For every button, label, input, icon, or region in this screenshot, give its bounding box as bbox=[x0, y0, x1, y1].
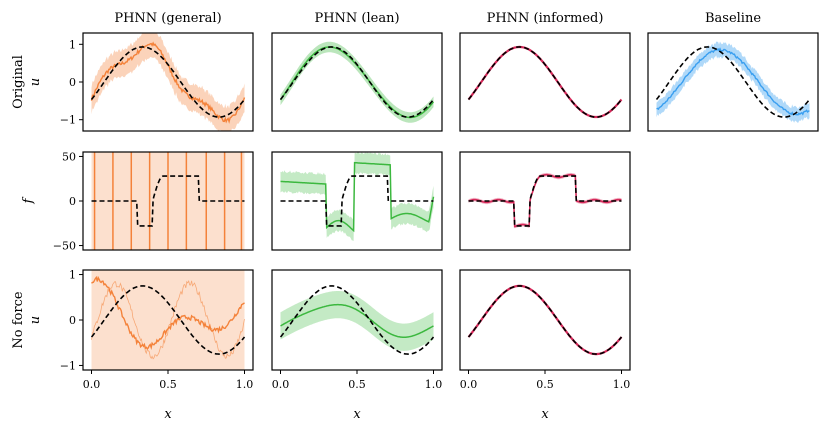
panel-force-lean bbox=[271, 151, 443, 251]
column-title-lean: PHNN (lean) bbox=[314, 11, 399, 26]
informed-prediction-line bbox=[467, 45, 623, 119]
force-informed-target-line bbox=[468, 175, 622, 227]
panel-noforce-lean-plot bbox=[279, 285, 435, 355]
noforce-general-ytick-label: 0 bbox=[69, 314, 76, 327]
original-informed-target-line bbox=[467, 46, 623, 118]
xlabel-informed: x bbox=[541, 407, 549, 422]
xlabel-general: x bbox=[164, 407, 172, 422]
force-lean-target-line bbox=[280, 175, 434, 227]
xlabel-lean: x bbox=[353, 407, 361, 422]
lean-force-band bbox=[280, 152, 434, 241]
original-general-ytick-label: −1 bbox=[60, 114, 76, 127]
noforce-informed-target-line bbox=[467, 285, 623, 355]
noforce-general-ytick-label: −1 bbox=[60, 359, 76, 372]
informed-noforce-line bbox=[467, 284, 623, 356]
panel-force-informed-plot bbox=[468, 172, 622, 229]
panel-original-lean bbox=[271, 32, 443, 132]
column-title-general: PHNN (general) bbox=[114, 11, 221, 26]
noforce-general-xtick-label: 1.0 bbox=[236, 378, 254, 391]
noforce-informed-xtick-label: 1.0 bbox=[613, 378, 631, 391]
column-title-baseline: Baseline bbox=[705, 11, 761, 26]
row-label-original: Original bbox=[11, 55, 26, 109]
noforce-lean-target-line bbox=[279, 285, 435, 355]
force-general-ytick-label: 0 bbox=[69, 195, 76, 208]
panel-force-general-plot bbox=[91, 152, 245, 250]
panel-original-lean-plot bbox=[279, 41, 435, 123]
ylabel-no-force: u bbox=[28, 316, 43, 324]
panel-original-informed-plot bbox=[467, 45, 623, 119]
original-general-ytick-label: 1 bbox=[69, 38, 76, 51]
row-label-no-force: No force bbox=[11, 291, 26, 348]
original-lean-frame bbox=[271, 32, 443, 132]
panel-original-baseline bbox=[647, 32, 819, 132]
lean-noforce-line bbox=[280, 303, 434, 338]
column-title-informed: PHNN (informed) bbox=[487, 11, 604, 26]
lean-uncertainty-band bbox=[280, 41, 434, 123]
original-lean-target-line bbox=[279, 46, 435, 118]
panel-noforce-lean: 0.0 0.5 1.0 bbox=[271, 269, 443, 391]
noforce-general-target-line bbox=[90, 285, 246, 355]
original-baseline-target-line bbox=[655, 46, 811, 118]
lean-prediction-line bbox=[279, 46, 435, 119]
general-noforce-band bbox=[91, 270, 245, 370]
lean-noforce-band bbox=[280, 291, 434, 351]
noforce-informed-frame bbox=[459, 269, 631, 371]
original-baseline-frame bbox=[647, 32, 819, 132]
noforce-lean-xtick-label: 1.0 bbox=[425, 378, 443, 391]
noforce-informed-xtick-label: 0.5 bbox=[536, 378, 554, 391]
noforce-general-ytick-label: 1 bbox=[69, 269, 76, 282]
panel-force-general: −50 0 50 bbox=[53, 150, 254, 253]
force-informed-frame bbox=[459, 151, 631, 251]
baseline-prediction-line bbox=[656, 47, 810, 116]
original-informed-frame bbox=[459, 32, 631, 132]
noforce-general-xtick-label: 0.0 bbox=[83, 378, 101, 391]
noforce-informed-xtick-label: 0.0 bbox=[460, 378, 478, 391]
force-lean-frame bbox=[271, 151, 443, 251]
panel-original-baseline-plot bbox=[655, 41, 811, 124]
noforce-lean-xtick-label: 0.0 bbox=[272, 378, 290, 391]
panel-noforce-general: −1 0 1 0.0 0.5 1.0 bbox=[60, 269, 254, 391]
lean-force-line bbox=[280, 161, 435, 233]
panel-original-general-plot bbox=[90, 33, 246, 131]
noforce-lean-xtick-label: 0.5 bbox=[348, 378, 366, 391]
general-noforce-sample bbox=[91, 280, 245, 360]
ylabel-force: f bbox=[21, 196, 36, 204]
noforce-general-xtick-label: 0.5 bbox=[159, 378, 177, 391]
baseline-uncertainty-band bbox=[656, 41, 810, 124]
panel-noforce-informed-plot bbox=[467, 284, 623, 356]
ylabel-original: u bbox=[28, 78, 43, 86]
panel-force-lean-plot bbox=[280, 152, 435, 241]
force-general-ytick-label: 50 bbox=[62, 150, 76, 163]
panel-noforce-general-plot bbox=[90, 270, 246, 370]
panel-original-general: −1 0 1 bbox=[60, 32, 254, 132]
force-general-ytick-label: −50 bbox=[53, 240, 76, 253]
panel-noforce-informed: 0.0 0.5 1.0 bbox=[459, 269, 631, 391]
force-general-target-line bbox=[91, 175, 245, 227]
panel-original-informed bbox=[459, 32, 631, 132]
original-general-ytick-label: 0 bbox=[69, 76, 76, 89]
original-general-target-line bbox=[90, 46, 246, 118]
general-uncertainty-band bbox=[91, 33, 245, 131]
panel-force-informed bbox=[459, 151, 631, 251]
